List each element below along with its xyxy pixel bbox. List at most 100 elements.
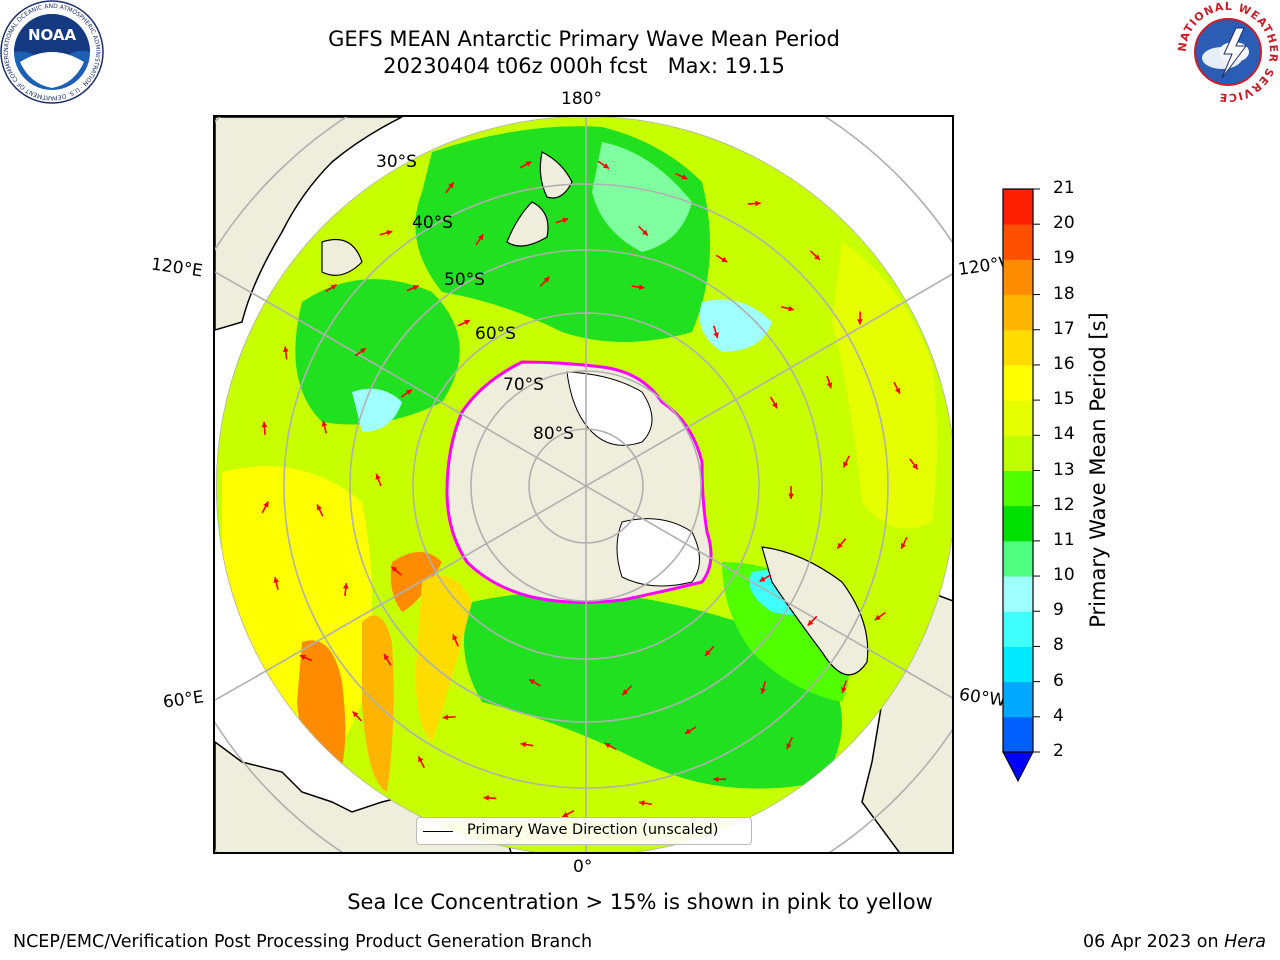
- legend-label: Primary Wave Direction (unscaled): [467, 822, 719, 838]
- colorbar-ticks: [1033, 188, 1040, 753]
- wave-arrow-head: [463, 319, 470, 326]
- colorbar-tick-label: 11: [1053, 529, 1075, 550]
- footer-credit: NCEP/EMC/Verification Post Processing Pr…: [13, 932, 593, 952]
- wave-arrow-head: [771, 402, 778, 409]
- colorbar-segment: [1003, 189, 1033, 225]
- wave-arrow-head: [391, 566, 398, 573]
- wave-arrow-head: [418, 756, 424, 763]
- wave-arrow-head: [359, 348, 366, 354]
- colorbar-segment: [1003, 259, 1033, 296]
- lat-label-60s: 60°S: [475, 324, 516, 344]
- wave-arrow-head: [602, 163, 609, 169]
- colorbar-segment: [1003, 400, 1033, 436]
- colorbar-segment: [1003, 435, 1033, 471]
- wave-arrow-head: [375, 473, 381, 480]
- colorbar-segment: [1003, 716, 1033, 753]
- wave-arrow-head: [406, 389, 412, 396]
- colorbar-segment: [1003, 646, 1033, 683]
- wave-arrow-head: [529, 679, 536, 685]
- lat-label-50s: 50°S: [444, 270, 485, 290]
- colorbar-segment: [1003, 681, 1033, 718]
- wave-arrow-head: [352, 711, 359, 718]
- lon-label-120e: 120°E: [149, 254, 204, 282]
- graticule: [216, 117, 952, 852]
- wave-arrow-head: [874, 614, 881, 621]
- colorbar-tick-label: 14: [1053, 424, 1075, 445]
- colorbar-tick-label: 17: [1053, 318, 1075, 339]
- colorbar-tick-label: 13: [1053, 459, 1075, 480]
- footer-date-text: 06 Apr 2023 on: [1082, 932, 1219, 952]
- colorbar-tick-label: 8: [1053, 635, 1064, 656]
- wave-arrow-head: [321, 420, 328, 427]
- wave-arrow-head: [316, 504, 322, 511]
- wave-arrow-head: [912, 463, 918, 470]
- colorbar-segment: [1003, 470, 1033, 507]
- lat-label-30s: 30°S: [376, 152, 417, 172]
- wave-arrow-head: [786, 743, 792, 750]
- wave-arrow-head: [622, 689, 629, 696]
- wave-arrow-head: [562, 217, 569, 224]
- svg-text:NOAA: NOAA: [28, 26, 77, 44]
- footer-date: 06 Apr 2023 on Hera: [1083, 932, 1266, 952]
- wave-arrow-head: [299, 654, 306, 661]
- colorbar-segment: [1003, 294, 1033, 331]
- lon-label-0: 0°: [573, 857, 593, 877]
- wave-arrow-head: [713, 332, 719, 339]
- wave-arrow-head: [684, 728, 691, 734]
- wave-arrow-head: [562, 811, 569, 817]
- footer-host: Hera: [1224, 932, 1266, 952]
- colorbar-tick-label: 19: [1053, 248, 1075, 269]
- outer-graticule: [215, 117, 952, 852]
- wave-arrow-head: [330, 284, 337, 290]
- noaa-logo: NOAA NATIONAL OCEANIC AND ATMOSPHERIC AD…: [0, 0, 104, 104]
- colorbar-tick-label: 4: [1053, 705, 1064, 726]
- wave-arrow-head: [894, 387, 901, 394]
- colorbar-extend-arrow: [1002, 751, 1034, 783]
- wave-arrow-head: [386, 230, 393, 236]
- colorbar-tick-label: 6: [1053, 670, 1064, 691]
- colorbar-segment: [1003, 611, 1033, 647]
- wave-arrow-head: [837, 542, 843, 549]
- colorbar-tick-label: 15: [1053, 389, 1075, 410]
- wave-arrow-head: [639, 800, 645, 806]
- lon-label-180: 180°: [561, 89, 602, 109]
- wave-arrow-head: [713, 776, 719, 783]
- wave-arrow-head: [477, 234, 484, 241]
- wave-direction-arrows: [261, 160, 919, 818]
- wave-arrow-head: [520, 741, 527, 748]
- wave-arrow-head: [759, 576, 766, 582]
- wave-arrow-head: [841, 686, 847, 693]
- map-legend: Primary Wave Direction (unscaled): [416, 817, 752, 845]
- colorbar-segment: [1003, 576, 1033, 612]
- wave-arrow-head: [900, 542, 907, 549]
- wave-arrow-head: [760, 687, 766, 694]
- wave-arrow-head: [261, 421, 268, 428]
- colorbar-tick-label: 20: [1053, 213, 1075, 234]
- wave-arrow-head: [483, 795, 489, 801]
- colorbar-segments: [1003, 189, 1033, 753]
- legend-line-sample: [423, 831, 453, 832]
- weddell-ice: [616, 518, 700, 587]
- coastlines: [321, 151, 869, 676]
- wave-arrow-head: [282, 346, 289, 353]
- wave-arrow-head: [383, 654, 390, 661]
- colorbar-segment: [1003, 505, 1033, 542]
- wave-arrow-head: [788, 493, 794, 499]
- wave-arrow-head: [721, 256, 728, 263]
- wave-arrow-head: [448, 182, 454, 189]
- wave-arrow-head: [705, 650, 711, 656]
- wave-arrow-head: [263, 501, 269, 508]
- wave-arrow-head: [452, 634, 458, 641]
- lat-label-70s: 70°S: [503, 375, 544, 395]
- wave-arrow-head: [604, 743, 611, 749]
- wave-arrow-head: [807, 619, 814, 626]
- chart-subtitle: 20230404 t06z 000h fcst Max: 19.15: [383, 54, 785, 78]
- colorbar-tick-label: 12: [1053, 494, 1075, 515]
- colorbar-label: Primary Wave Mean Period [s]: [1086, 312, 1110, 628]
- colorbar-tick-label: 21: [1053, 178, 1075, 198]
- ross-ice-shelf: [566, 371, 653, 446]
- wave-arrow-head: [412, 285, 419, 291]
- nws-logo: NATIONAL WEATHER SERVICE: [1176, 0, 1279, 104]
- lon-label-60e: 60°E: [161, 687, 206, 713]
- wave-arrow-head: [342, 583, 349, 589]
